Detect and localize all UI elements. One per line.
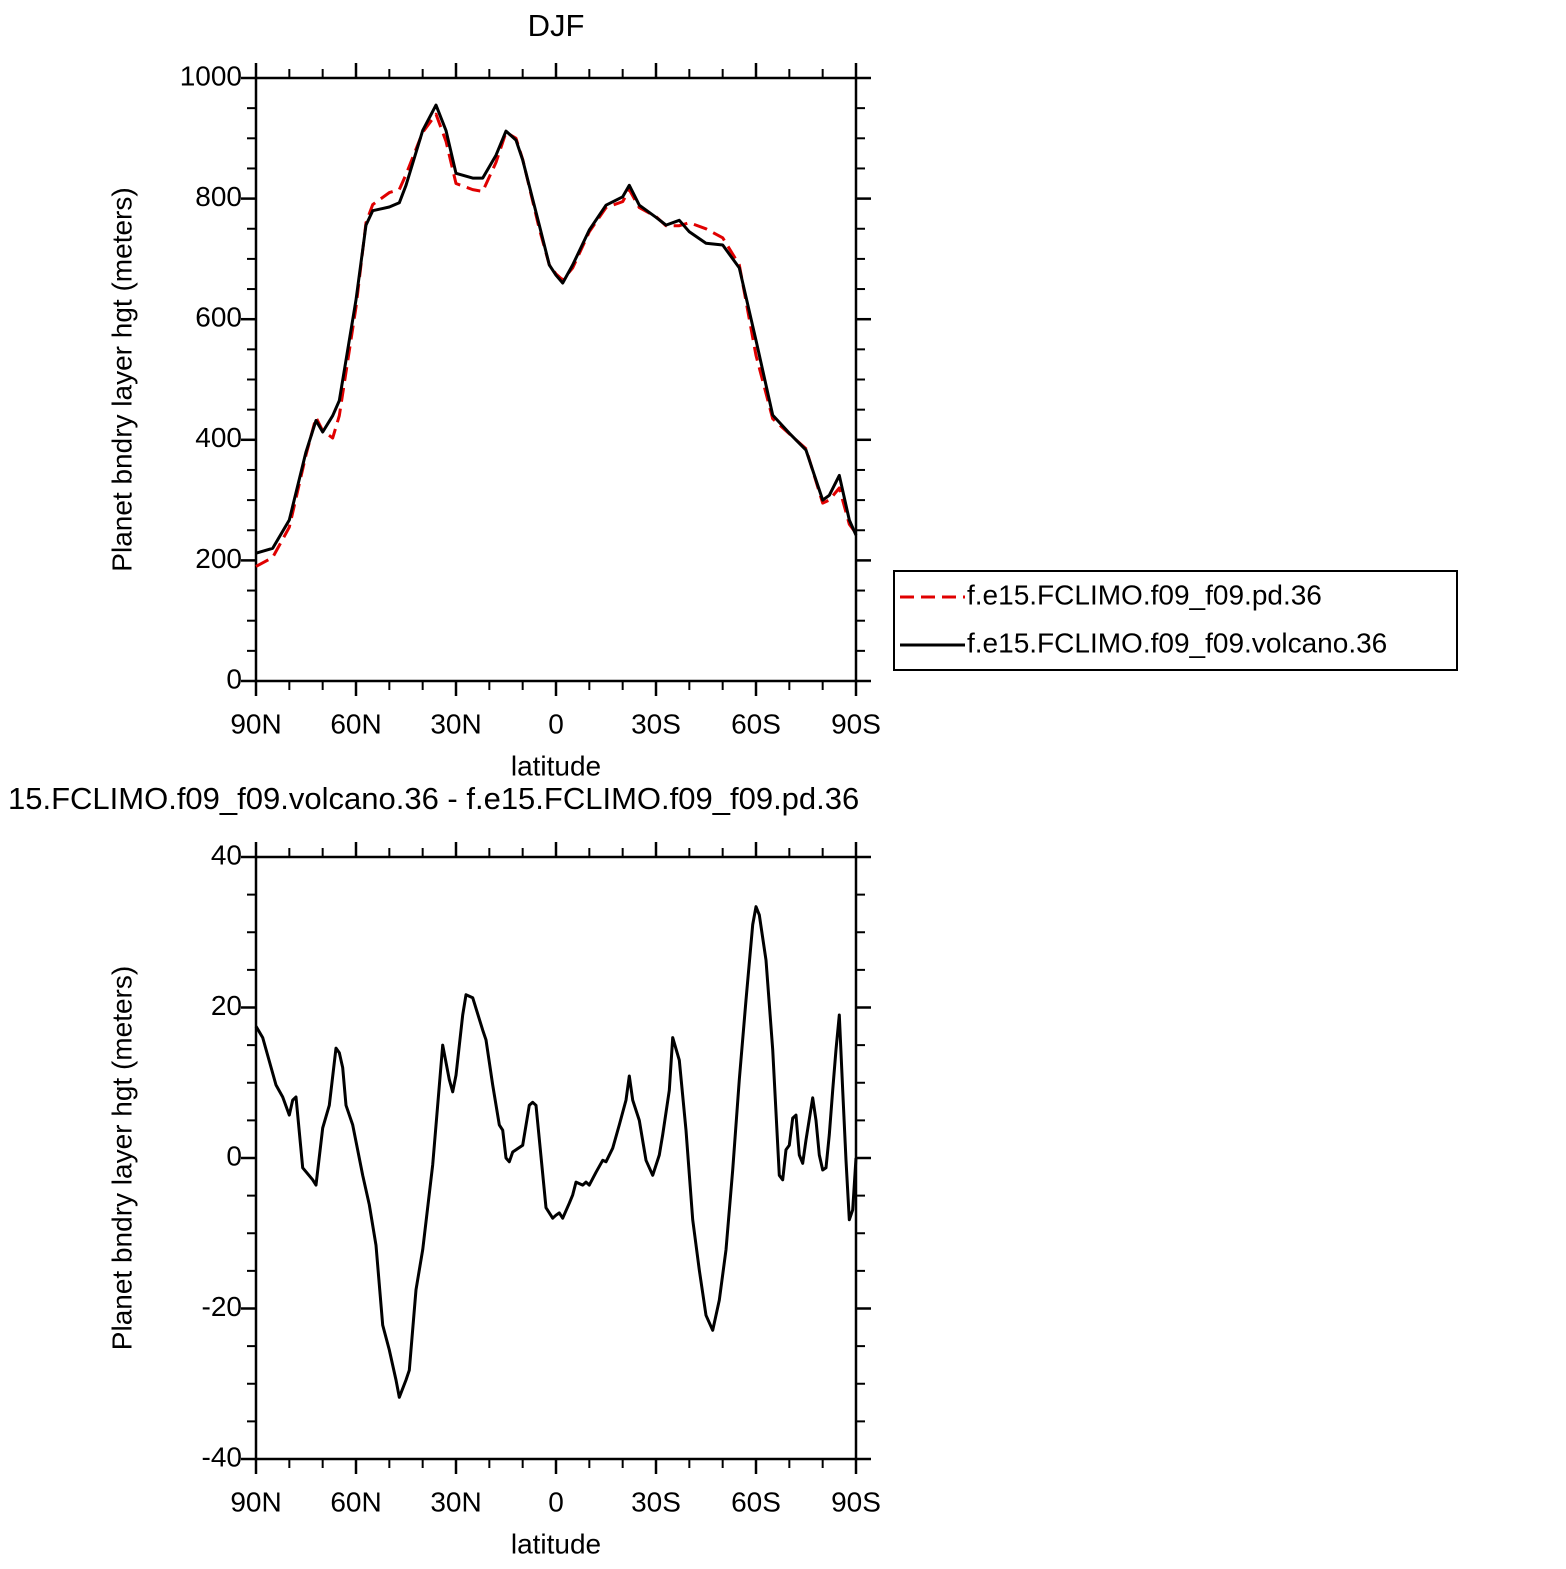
y-axis-label: Planet bndry layer hgt (meters) — [106, 966, 137, 1350]
y-tick-label: 200 — [195, 543, 242, 574]
y-tick-label: -40 — [202, 1441, 242, 1472]
x-tick-label: 30S — [631, 708, 681, 739]
x-tick-label: 60S — [731, 708, 781, 739]
x-tick-label: 90S — [831, 708, 881, 739]
x-tick-label: 60N — [330, 1486, 381, 1517]
y-tick-label: 800 — [195, 181, 242, 212]
x-tick-label: 30S — [631, 1486, 681, 1517]
chart-title: DJF — [528, 8, 585, 43]
x-tick-label: 30N — [430, 1486, 481, 1517]
y-tick-label: 400 — [195, 422, 242, 453]
x-axis-label: latitude — [511, 750, 601, 781]
x-tick-label: 30N — [430, 708, 481, 739]
y-tick-label: -20 — [202, 1291, 242, 1322]
y-tick-label: 40 — [211, 839, 242, 870]
y-tick-label: 600 — [195, 302, 242, 333]
x-tick-label: 90N — [230, 1486, 281, 1517]
plot-frame — [254, 855, 858, 1461]
chart-title: 15.FCLIMO.f09_f09.volcano.36 - f.e15.FCL… — [8, 781, 859, 816]
x-tick-label: 90S — [831, 1486, 881, 1517]
y-tick-label: 0 — [226, 663, 242, 694]
legend-label: f.e15.FCLIMO.f09_f09.volcano.36 — [967, 627, 1387, 658]
series-line — [255, 112, 858, 568]
x-tick-label: 0 — [548, 1486, 564, 1517]
series-line — [254, 905, 858, 1399]
y-tick-label: 0 — [226, 1140, 242, 1171]
x-tick-label: 0 — [548, 708, 564, 739]
series-line — [255, 103, 858, 555]
plot-frame — [254, 76, 858, 683]
x-tick-label: 90N — [230, 708, 281, 739]
x-axis-label: latitude — [511, 1528, 601, 1559]
x-tick-label: 60N — [330, 708, 381, 739]
y-axis-label: Planet bndry layer hgt (meters) — [106, 187, 137, 571]
legend-label: f.e15.FCLIMO.f09_f09.pd.36 — [967, 579, 1322, 610]
legend-box — [893, 570, 1458, 671]
y-tick-label: 20 — [211, 990, 242, 1021]
x-tick-label: 60S — [731, 1486, 781, 1517]
y-tick-label: 1000 — [180, 60, 242, 91]
